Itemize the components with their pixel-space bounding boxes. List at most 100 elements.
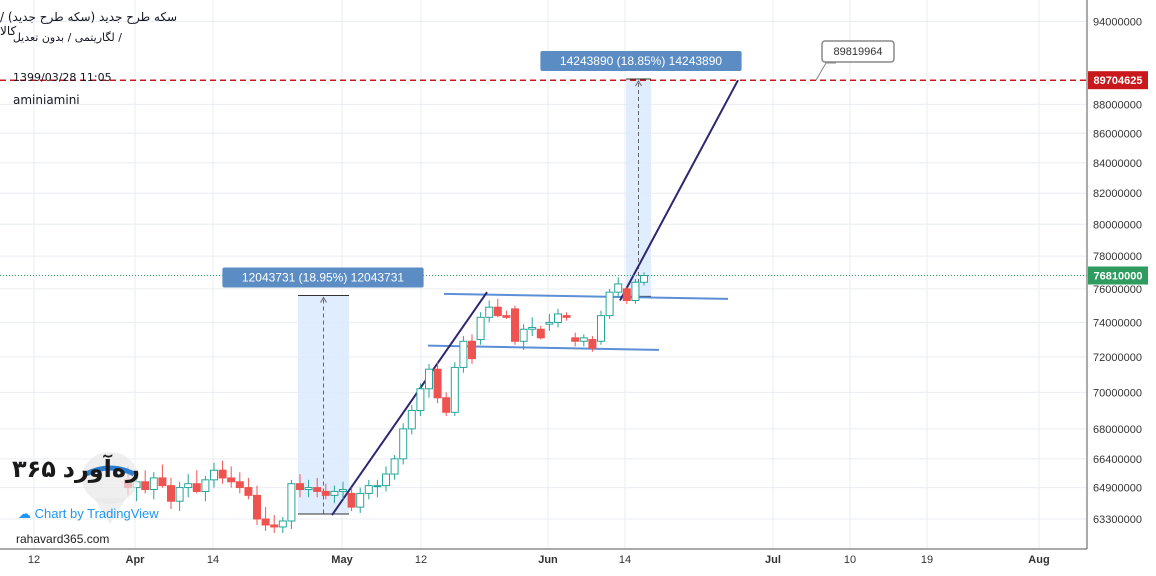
y-tick-label: 78000000 [1093,251,1142,263]
callout-box [821,40,895,63]
candle-body [244,487,253,496]
candle-body [382,473,390,487]
candle-body [149,477,158,491]
y-tick-label: 63300000 [1093,514,1142,526]
candle-body [622,288,631,302]
rahavard-logo-text: ره‌آورد ۳۶۵ [12,456,140,483]
measure-2-label-bg [540,50,742,71]
candle-body [270,524,279,528]
y-tick-label: 80000000 [1093,219,1142,231]
candle-body [235,481,244,489]
candle-body [296,483,304,491]
tradingview-logo-icon: ☁ [18,506,31,521]
candle-body [210,469,218,481]
y-tick-label: 64900000 [1093,483,1142,495]
candle-body [631,281,640,302]
candle-body [390,458,399,475]
trend-line-2 [619,79,739,301]
candle-body [450,366,459,413]
x-tick-label: 14 [207,554,219,566]
candle-body [614,283,623,293]
candle-body [579,337,588,342]
candle-body [519,328,528,342]
candle-body [158,477,167,487]
x-tick-label: Apr [126,554,146,566]
y-tick-label: 70000000 [1093,387,1142,399]
candle-body [476,316,485,341]
candle-body [425,368,433,390]
author: aminiamini [13,93,80,107]
callout-pointer [815,62,836,81]
candle-body [528,327,537,330]
x-tick-label: 12 [415,554,427,566]
candle-body [339,489,347,492]
candle-body [261,518,270,526]
rahavard-balloon-icon [82,452,138,524]
candle-body [605,291,614,317]
candle-body [459,340,468,368]
candle-body [433,368,442,399]
x-tick-label: 10 [844,554,856,566]
measure-2-label: 14243890 (18.85%) 14243890 [560,54,722,68]
candle-body [493,306,502,317]
x-tick-label: 19 [921,554,933,566]
candle-body [536,328,545,339]
y-tick-label: 72000000 [1093,352,1142,364]
target-price-tag [1088,71,1148,90]
candle-body [545,321,554,325]
candle-body [562,315,571,318]
candle-body [347,492,356,508]
measure-1-label-bg [222,267,424,288]
x-tick-label: Aug [1028,554,1049,566]
target-price-label: 89704625 [1094,75,1143,87]
tradingview-label[interactable]: ☁ Chart by TradingView [18,506,159,521]
candle-body [640,275,648,283]
candle-body [416,388,425,411]
candle-body [571,337,580,342]
candle-body [167,485,175,502]
callout-label: 89819964 [834,46,883,58]
y-tick-label: 68000000 [1093,424,1142,436]
candle-body [184,483,193,489]
y-tick-label: 94000000 [1093,16,1142,28]
candle-body [588,339,597,349]
candle-body [321,490,330,496]
x-tick-label: Jun [538,554,558,566]
candle-body [597,315,605,342]
candle-body [287,483,296,522]
x-tick-label: 12 [28,554,40,566]
x-tick-label: 14 [619,554,631,566]
x-tick-label: Jul [765,554,781,566]
candle-body [364,485,373,494]
y-tick-label: 84000000 [1093,158,1142,170]
candle-body [356,492,365,508]
timestamp: 1399/03/28 11:05 [13,71,112,84]
y-tick-label: 66400000 [1093,454,1142,466]
candle-body [192,483,201,492]
current-price-tag [1088,266,1148,285]
candle-body [485,306,494,318]
measure-1-label: 12043731 (18.95%) 12043731 [242,270,404,284]
candle-body [554,313,562,323]
candle-body [373,485,382,488]
candle-body [218,469,227,479]
scale-info: لگاریتمی / بدون تعدیل / [12,31,122,44]
symbol-title: سکه طرح جدید (سکه طرح جدید) / کالا [0,10,178,38]
trend-line-1 [331,291,488,516]
y-tick-label: 82000000 [1093,188,1142,200]
measure-2-arrowhead [635,80,642,87]
y-tick-label: 88000000 [1093,99,1142,111]
candle-body [313,487,322,492]
candle-body [511,308,519,342]
y-tick-label: 76000000 [1093,284,1142,296]
candle-body [175,487,184,502]
candle-body [468,340,476,360]
candle-body [278,520,287,528]
y-tick-label: 74000000 [1093,317,1142,329]
candle-body [253,494,261,520]
current-price-label: 76810000 [1094,271,1143,283]
candle-body [330,490,339,496]
channel-upper-line [443,292,729,300]
